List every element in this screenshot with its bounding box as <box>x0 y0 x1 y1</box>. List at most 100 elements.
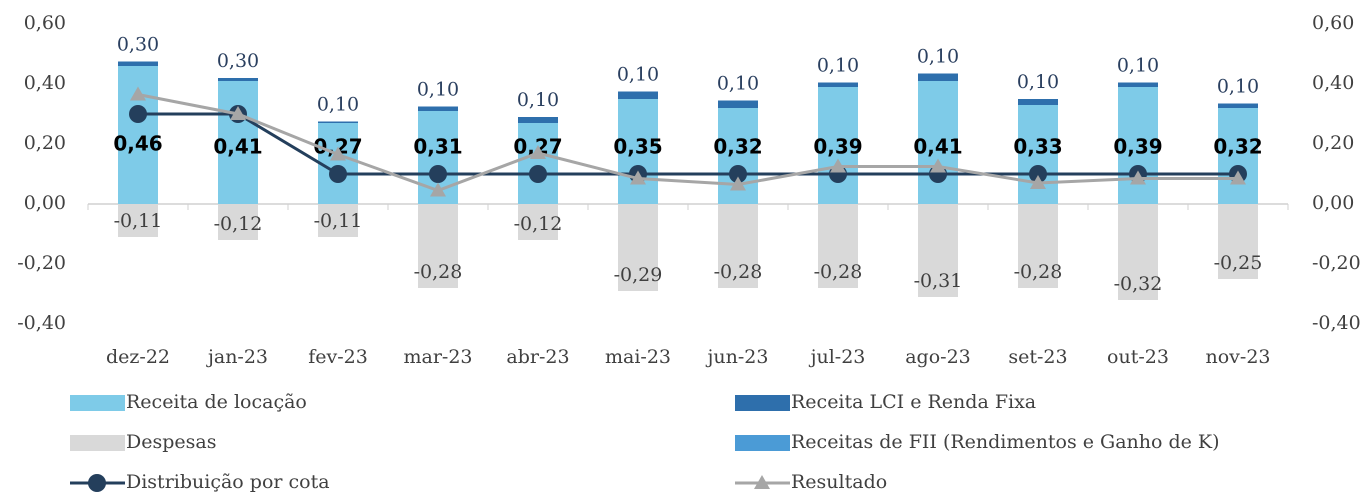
line-label: 0,10 <box>817 55 859 77</box>
bar <box>118 61 158 66</box>
bar <box>518 204 558 240</box>
marker <box>1230 170 1246 185</box>
bar <box>1218 103 1258 108</box>
y-tick-label: -0,40 <box>17 312 66 334</box>
bar <box>918 204 958 297</box>
legend-label: Despesas <box>126 431 216 453</box>
bar <box>318 204 358 237</box>
line-label: 0,30 <box>217 50 259 72</box>
marker <box>430 182 446 197</box>
bar-label: -0,25 <box>1214 252 1263 274</box>
bar <box>1118 82 1158 87</box>
marker <box>129 105 147 123</box>
bar <box>318 123 358 204</box>
legend-label: Distribuição por cota <box>126 471 330 493</box>
bar <box>918 81 958 204</box>
bar <box>518 117 558 123</box>
bar-label: 0,35 <box>613 135 662 159</box>
bar <box>718 100 758 108</box>
y-tick-label: 0,20 <box>24 132 66 154</box>
legend-label: Receita LCI e Renda Fixa <box>791 391 1036 413</box>
bar <box>618 91 658 99</box>
bar <box>418 106 458 111</box>
y-tick-label: 0,20 <box>1312 132 1354 154</box>
legend-marker <box>754 475 770 489</box>
bar <box>218 81 258 204</box>
x-tick-label: jan-23 <box>206 346 268 368</box>
bar-label: -0,28 <box>814 261 863 283</box>
legend-swatch <box>70 395 125 411</box>
line-label: 0,30 <box>117 34 159 56</box>
bar-label: 0,32 <box>1213 135 1262 159</box>
legend-swatch <box>70 435 125 451</box>
bar-label: 0,31 <box>413 135 462 159</box>
marker <box>529 165 547 183</box>
y-tick-label: 0,40 <box>24 72 66 94</box>
y-tick-label: 0,00 <box>24 192 66 214</box>
bar-label: -0,12 <box>514 213 563 235</box>
x-tick-label: ago-23 <box>905 346 971 368</box>
marker <box>230 106 246 120</box>
bar <box>318 121 358 123</box>
marker <box>630 170 646 185</box>
y-tick-label: 0,40 <box>1312 72 1354 94</box>
bar <box>1218 204 1258 279</box>
marker <box>729 165 747 183</box>
bar <box>218 204 258 240</box>
bar <box>818 87 858 204</box>
bar-label: 0,46 <box>113 132 162 156</box>
marker <box>1130 170 1146 185</box>
bar-label: 0,39 <box>813 135 862 159</box>
x-tick-label: nov-23 <box>1205 346 1270 368</box>
bar <box>918 73 958 81</box>
bar <box>1018 99 1058 105</box>
marker <box>1030 175 1046 189</box>
line <box>138 112 1238 176</box>
x-tick-label: jun-23 <box>706 346 769 368</box>
bar-label: -0,11 <box>314 210 363 232</box>
marker <box>329 165 347 183</box>
line-label: 0,10 <box>1217 76 1259 98</box>
x-tick-label: out-23 <box>1107 346 1169 368</box>
bar-label: -0,28 <box>1014 261 1063 283</box>
bar <box>118 204 158 237</box>
bar <box>218 78 258 81</box>
y-tick-label: 0,00 <box>1312 192 1354 214</box>
legend-swatch <box>735 435 790 451</box>
legend-label: Receitas de FII (Rendimentos e Ganho de … <box>791 431 1220 453</box>
bar <box>518 123 558 204</box>
bar-label: 0,32 <box>713 135 762 159</box>
marker <box>130 86 146 101</box>
bar-label: -0,12 <box>214 213 263 235</box>
x-tick-label: jul-23 <box>809 346 866 368</box>
marker <box>429 165 447 183</box>
legend-label: Resultado <box>791 471 887 493</box>
bar-label: -0,31 <box>914 270 963 292</box>
bar-label: -0,32 <box>1114 273 1163 295</box>
legend-swatch <box>735 395 790 411</box>
y-tick-label: 0,60 <box>1312 12 1354 34</box>
bar <box>418 204 458 288</box>
bar-label: 0,41 <box>913 135 962 159</box>
y-tick-label: -0,20 <box>17 252 66 274</box>
bar <box>818 82 858 87</box>
bar <box>1118 204 1158 300</box>
marker <box>330 146 346 161</box>
bar-label: -0,28 <box>414 261 463 283</box>
bar-label: 0,33 <box>1013 135 1062 159</box>
bar <box>718 204 758 288</box>
legend-marker <box>88 474 106 492</box>
line-label: 0,10 <box>417 79 459 101</box>
x-tick-label: set-23 <box>1008 346 1067 368</box>
line <box>137 93 1238 193</box>
marker <box>530 145 546 159</box>
bar <box>618 204 658 291</box>
x-tick-label: abr-23 <box>506 346 569 368</box>
marker <box>730 176 746 191</box>
bar <box>1218 108 1258 204</box>
line-label: 0,10 <box>517 89 559 111</box>
line-label: 0,10 <box>1017 71 1059 93</box>
y-tick-label: -0,20 <box>1312 252 1361 274</box>
bar <box>818 204 858 288</box>
